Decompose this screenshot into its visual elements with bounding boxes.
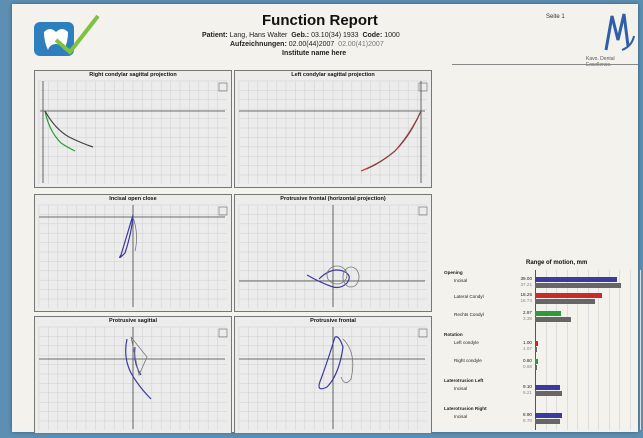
range-of-motion-chart: Range of motion, mm Opening Incisal 39.0…	[440, 256, 643, 434]
rom-bar	[535, 365, 538, 370]
panel-title: Left condylar sagittal projection	[291, 72, 375, 78]
tooth-logo-icon	[34, 14, 100, 56]
gray-trace	[132, 216, 137, 252]
rom-value-secondary: 16.74	[520, 298, 533, 303]
patient-line: Patient: Lang, Hans Walter Geb.: 03.10(3…	[202, 32, 400, 39]
header-divider	[452, 64, 638, 65]
rom-value-secondary: 1.07	[523, 346, 532, 351]
page-number: Seite 1	[546, 14, 565, 20]
patient-name: Lang, Hans Walter	[229, 32, 288, 39]
blue-trace	[119, 214, 134, 259]
panel-corner-icon	[418, 82, 428, 92]
rom-value: 39.00	[520, 276, 533, 281]
rom-row-label: Rechts Condyl	[454, 312, 484, 317]
rom-bar	[535, 293, 603, 298]
left-condylar-plot	[238, 80, 428, 184]
rom-value-secondary: 8.70	[523, 418, 532, 423]
right-condylar-plot	[38, 80, 228, 184]
panel-corner-icon	[418, 328, 428, 338]
panel-protrusive-frontal-horizontal: Protrusive frontal (horizontal projectio…	[234, 194, 432, 312]
rom-bar	[535, 283, 622, 288]
protrusive-horizontal-plot	[238, 204, 428, 308]
blue-trace	[125, 338, 152, 400]
rom-value: 8.90	[523, 412, 532, 417]
rom-value-secondary: 3.38	[523, 316, 532, 321]
recordings-line: Aufzeichnungen: 02.00(44)2007 02.00(41)2…	[230, 41, 384, 48]
rom-value-secondary: 0.68	[523, 364, 532, 369]
rom-bar	[535, 413, 563, 418]
incisal-plot	[38, 204, 228, 308]
rom-bar	[535, 385, 561, 390]
rom-value: 9.10	[523, 384, 532, 389]
rom-bar	[535, 347, 538, 352]
panel-left-condylar: Left condylar sagittal projection	[234, 70, 432, 188]
panel-corner-icon	[218, 206, 228, 216]
gray-trace	[342, 266, 360, 288]
brand-tagline: Kavo. Dental Excellence.	[586, 56, 615, 68]
rom-value: 18.25	[520, 292, 533, 297]
rom-bar	[535, 359, 539, 364]
gray-trace	[130, 336, 148, 377]
panel-protrusive-frontal: Protrusive frontal	[234, 316, 432, 434]
rom-group-opening: Opening	[444, 270, 463, 275]
report-page: Function Report Seite 1 Patient: Lang, H…	[12, 4, 641, 434]
protrusive-frontal-plot	[238, 326, 428, 430]
protrusive-sagittal-plot	[38, 326, 228, 430]
birth-label: Geb.:	[291, 32, 310, 39]
rom-value: 2.97	[523, 310, 532, 315]
panel-title: Protrusive frontal (horizontal projectio…	[280, 196, 386, 202]
rom-row-label: Incisal	[454, 386, 468, 391]
panel-title: Protrusive sagittal	[109, 318, 157, 324]
rom-row-label: Incisal	[454, 414, 468, 419]
blue-trace	[318, 336, 344, 390]
rom-row-label: Incisal	[454, 278, 468, 283]
birth-value: 03.10(34) 1933	[311, 32, 359, 39]
rom-bar	[535, 317, 571, 322]
recording-primary: 02.00(44)2007	[288, 41, 335, 48]
rom-bar	[535, 277, 617, 282]
rom-value: 1.00	[523, 340, 532, 345]
kavo-logo-icon	[604, 13, 635, 51]
report-title: Function Report	[262, 12, 378, 29]
panel-title: Protrusive frontal	[310, 318, 356, 324]
gray-trace	[366, 110, 422, 170]
rom-group-lat-right: Laterotrusion Right	[444, 406, 487, 411]
rom-bar	[535, 341, 539, 346]
panel-corner-icon	[418, 206, 428, 216]
panel-title: Right condylar sagittal projection	[89, 72, 177, 78]
rom-value-secondary: 9.21	[523, 390, 532, 395]
patient-label: Patient:	[202, 32, 228, 39]
rom-bar	[535, 311, 562, 316]
panel-protrusive-sagittal: Protrusive sagittal	[34, 316, 232, 434]
rom-bar	[535, 391, 563, 396]
green-trace	[44, 110, 76, 152]
rom-row-label: Lateral Condyl	[454, 294, 484, 299]
panel-corner-icon	[218, 82, 228, 92]
rom-bar	[535, 299, 595, 304]
institute-name: Institute name here	[282, 50, 347, 57]
rom-row-label: Right condyle	[454, 358, 482, 363]
panel-title: Incisal open close	[109, 196, 157, 202]
recording-secondary: 02.00(41)2007	[338, 41, 384, 48]
blue-trace	[306, 269, 350, 289]
rom-bar	[535, 419, 561, 424]
code-value: 1000	[384, 32, 400, 39]
recordings-label: Aufzeichnungen:	[230, 41, 287, 48]
panel-incisal-open-close: Incisal open close	[34, 194, 232, 312]
panel-corner-icon	[218, 328, 228, 338]
rom-row-label: Left condyle	[454, 340, 479, 345]
gray-trace	[44, 110, 94, 148]
code-label: Code:	[362, 32, 383, 39]
gray-trace	[340, 338, 354, 383]
panel-right-condylar: Right condylar sagittal projection	[34, 70, 232, 188]
rom-group-lat-left: Laterotrusion Left	[444, 378, 484, 383]
red-trace	[360, 110, 422, 172]
rom-value-secondary: 37.21	[520, 282, 533, 287]
rom-group-rotation: Rotation	[444, 332, 463, 337]
rom-value: 0.60	[523, 358, 532, 363]
rom-title: Range of motion, mm	[526, 260, 588, 266]
